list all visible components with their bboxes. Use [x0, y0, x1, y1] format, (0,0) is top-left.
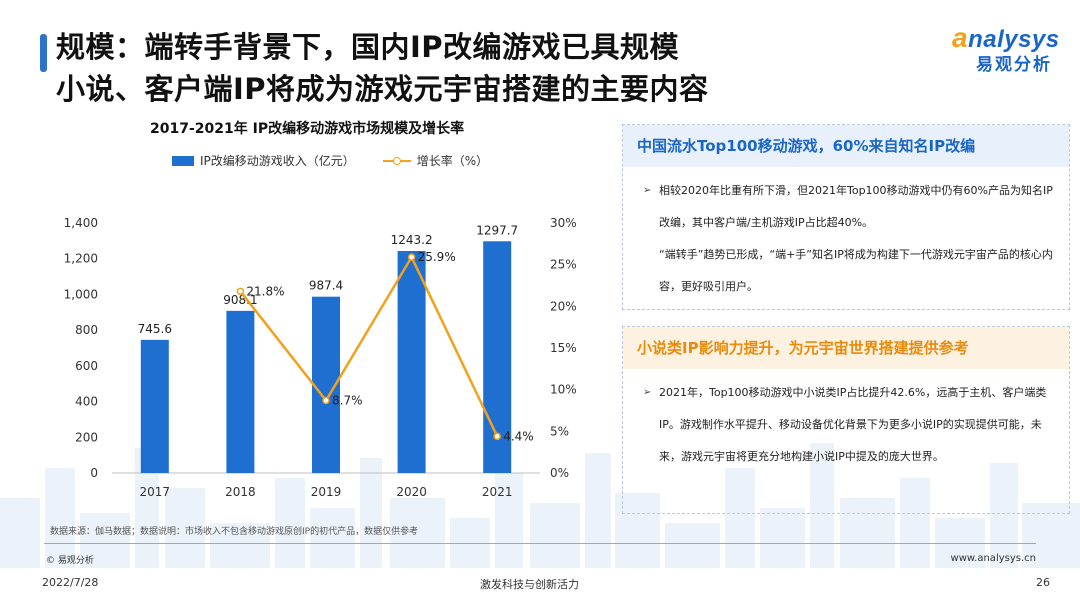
line-value-label: 21.8% — [246, 284, 284, 298]
y-right-tick-label: 30% — [550, 216, 577, 230]
arrow-bullet-icon: ➢ — [643, 185, 652, 196]
panel-heading: 中国流水Top100移动游戏，60%来自知名IP改编 — [623, 125, 1069, 167]
panel-body: ➢ 2021年，Top100移动游戏中小说类IP占比提升42.6%，远高于主机、… — [623, 369, 1069, 473]
bar — [397, 251, 426, 473]
y-right-tick-label: 0% — [550, 466, 569, 480]
bar-value-label: 1243.2 — [391, 233, 433, 247]
page-title: 规模：端转手背景下，国内IP改编游戏已具规模 小说、客户端IP将成为游戏元宇宙搭… — [56, 26, 709, 110]
panel-heading: 小说类IP影响力提升，为元宇宙世界搭建提供参考 — [623, 327, 1069, 369]
legend-line-label: 增长率（%） — [416, 154, 489, 168]
x-tick-label: 2020 — [396, 485, 427, 499]
brand-logo: analysys 易观分析 — [952, 22, 1059, 75]
line-value-label: 8.7% — [332, 394, 363, 408]
chart-title: 2017-2021年 IP改编移动游戏市场规模及增长率 — [150, 121, 465, 137]
line-point — [322, 396, 330, 405]
growth-rate-line — [239, 254, 499, 437]
info-panel-novel-ip: 小说类IP影响力提升，为元宇宙世界搭建提供参考 ➢ 2021年，Top100移动… — [622, 326, 1070, 514]
page-title-line-2: 小说、客户端IP将成为游戏元宇宙搭建的主要内容 — [56, 72, 709, 106]
legend-bar-label: IP改编移动游戏收入（亿元） — [200, 154, 355, 168]
y-right-tick-label: 5% — [550, 424, 569, 438]
y-right-tick-label: 10% — [550, 383, 577, 397]
x-tick-label: 2018 — [225, 485, 256, 499]
y-left-tick-label: 800 — [75, 323, 98, 337]
page-number: 26 — [1036, 576, 1050, 589]
slogan: 激发科技与创新活力 — [480, 578, 579, 591]
source-note: 数据来源：伽马数据；数据说明：市场收入不包含移动游戏原创IP的初代产品，数据仅供… — [50, 527, 419, 537]
y-left-tick-label: 400 — [75, 395, 98, 409]
arrow-bullet-icon: ➢ — [643, 387, 652, 398]
y-left-tick-label: 1,000 — [64, 287, 98, 301]
brand-logo-a: a — [952, 22, 969, 53]
bar — [140, 339, 169, 473]
x-tick-label: 2019 — [311, 485, 342, 499]
legend-line-swatch — [382, 156, 411, 166]
line-value-label: 25.9% — [418, 250, 456, 264]
report-date: 2022/7/28 — [42, 576, 99, 589]
line-value-label: 4.4% — [503, 429, 534, 443]
y-left-tick-label: 200 — [75, 430, 98, 444]
panel-paragraph: “端转手”趋势已形成，“端+手”知名IP将成为构建下一代游戏元宇宙产品的核心内容… — [659, 248, 1053, 293]
x-tick-label: 2017 — [140, 485, 171, 499]
line-point — [407, 253, 416, 261]
y-left-tick-label: 1,400 — [64, 216, 98, 230]
legend-bar-swatch — [172, 155, 194, 166]
y-right-tick-label: 20% — [550, 299, 577, 313]
bar-value-label: 745.6 — [138, 322, 172, 336]
y-left-tick-label: 600 — [75, 359, 98, 373]
brand-logo-cn: 易观分析 — [976, 55, 1052, 75]
bar-value-label: 1297.7 — [476, 223, 518, 237]
line-point — [236, 287, 245, 296]
info-panel-ip-adaptation: 中国流水Top100移动游戏，60%来自知名IP改编 ➢ 相较2020年比重有所… — [622, 124, 1070, 310]
panel-paragraph: 相较2020年比重有所下滑，但2021年Top100移动游戏中仍有60%产品为知… — [659, 184, 1053, 229]
x-tick-label: 2021 — [482, 485, 513, 499]
website-link[interactable]: www.analysys.cn — [950, 553, 1036, 564]
page-title-line-1: 规模：端转手背景下，国内IP改编游戏已具规模 — [56, 30, 680, 64]
y-left-tick-label: 0 — [90, 466, 98, 480]
brand-logo-en: analysys — [952, 22, 1059, 54]
y-right-tick-label: 25% — [550, 258, 577, 272]
panel-body: ➢ 相较2020年比重有所下滑，但2021年Top100移动游戏中仍有60%产品… — [623, 167, 1069, 303]
line-point — [493, 432, 501, 441]
copyright: © 易观分析 — [46, 556, 94, 566]
chart-legend: IP改编移动游戏收入（亿元） 增长率（%） — [172, 152, 488, 169]
title-accent-bar — [40, 34, 47, 72]
y-left-tick-label: 1,200 — [64, 252, 98, 266]
brand-logo-rest: nalysys — [968, 26, 1060, 53]
bar — [226, 310, 255, 473]
y-right-tick-label: 15% — [550, 341, 577, 355]
bar-value-label: 987.4 — [309, 279, 343, 293]
footer-divider — [44, 543, 1036, 544]
panel-paragraph: 2021年，Top100移动游戏中小说类IP占比提升42.6%，远高于主机、客户… — [659, 386, 1047, 463]
